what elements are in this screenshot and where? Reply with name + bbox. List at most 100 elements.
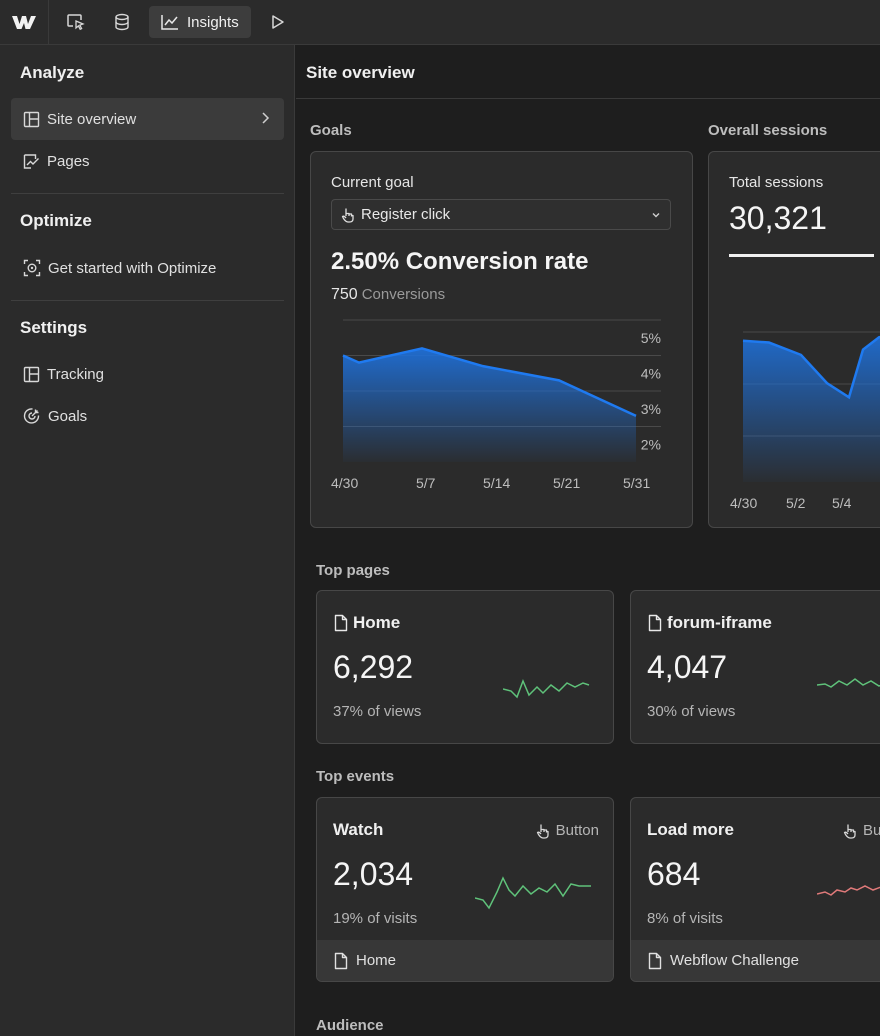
section-top-events-label: Top events <box>316 768 395 785</box>
top-page-title: Home <box>333 613 400 633</box>
total-sessions-value: 30,321 <box>729 200 827 236</box>
main-content: Site overview Goals Overall sessions Cur… <box>296 45 880 1036</box>
x-tick-label: 5/7 <box>416 475 436 491</box>
section-sessions-label: Overall sessions <box>708 122 828 139</box>
goal-target-icon <box>23 408 40 424</box>
sidebar-item-pages[interactable]: Pages <box>11 140 284 182</box>
conversions-value: 750 <box>331 286 358 303</box>
sidebar-divider <box>11 300 284 301</box>
event-card[interactable]: Load more Button 684 8% of visits Webflo… <box>630 797 880 982</box>
line-chart-icon <box>161 15 178 30</box>
chevron-right-icon <box>262 112 270 124</box>
y-tick-label: 3% <box>641 401 661 417</box>
event-count: 684 <box>647 856 701 892</box>
top-page-views: 6,292 <box>333 649 414 685</box>
top-page-name: Home <box>353 613 401 632</box>
conversions-label: Conversions <box>361 286 446 303</box>
sidebar-item-label: Tracking <box>47 365 104 383</box>
x-tick-label: 5/21 <box>553 475 580 491</box>
database-icon <box>115 13 129 31</box>
event-type-label: Button <box>555 822 599 839</box>
sparkline <box>475 876 591 910</box>
conversion-rate-chart: 5% 4% 3% 2% 4/30 5/7 5/14 5/21 5/31 <box>331 319 661 491</box>
event-page-footer[interactable]: Webflow Challenge <box>631 940 880 981</box>
select-cursor-button[interactable] <box>57 6 95 38</box>
goal-card: Current goal Register click 2.50% Conver… <box>310 151 693 528</box>
event-type-label: Button <box>863 822 880 839</box>
current-goal-label: Current goal <box>331 174 414 191</box>
preview-button[interactable] <box>259 6 297 38</box>
event-share: 19% of visits <box>333 910 418 927</box>
sessions-chart: 4/30 5/2 5/4 <box>730 331 880 511</box>
pointer-hand-icon <box>843 824 856 839</box>
event-title: Load more <box>647 820 734 839</box>
target-frame-icon <box>23 259 41 277</box>
page-icon <box>648 952 662 969</box>
event-card[interactable]: Watch Button 2,034 19% of visits Home <box>316 797 614 982</box>
sidebar: Analyze Site overview Pages Optimize Get… <box>0 45 295 1036</box>
section-audience-label: Audience <box>316 1017 384 1034</box>
x-tick-label: 5/31 <box>623 475 650 491</box>
goal-select-value: Register click <box>361 206 451 223</box>
sidebar-item-site-overview[interactable]: Site overview <box>11 98 284 140</box>
conversions-line: 750 Conversions <box>331 286 445 304</box>
sessions-tab-indicator <box>729 254 874 257</box>
sidebar-item-tracking[interactable]: Tracking <box>11 353 284 395</box>
sparkline <box>817 885 880 896</box>
sessions-area-fill <box>743 337 880 482</box>
play-icon <box>271 15 284 29</box>
top-page-card[interactable]: forum-iframe 4,047 30% of views <box>630 590 880 744</box>
cursor-select-icon <box>67 14 85 31</box>
pages-chart-icon <box>23 153 39 169</box>
x-tick-label: 4/30 <box>331 475 358 491</box>
top-page-name: forum-iframe <box>667 613 772 632</box>
sidebar-item-label: Get started with Optimize <box>48 259 217 277</box>
x-tick-label: 4/30 <box>730 495 757 511</box>
sidebar-heading-optimize: Optimize <box>20 211 92 230</box>
event-share: 8% of visits <box>647 910 723 927</box>
event-count: 2,034 <box>333 856 414 892</box>
tab-insights-label: Insights <box>187 13 239 31</box>
layout-icon <box>23 366 40 382</box>
sidebar-item-label: Pages <box>47 152 90 170</box>
tab-insights[interactable]: Insights <box>149 6 251 38</box>
sparkline <box>817 678 880 688</box>
webflow-logo-icon <box>12 16 36 29</box>
top-page-share: 30% of views <box>647 703 736 720</box>
page-title: Site overview <box>306 63 415 82</box>
webflow-logo[interactable] <box>0 0 49 45</box>
page-icon <box>334 952 348 969</box>
section-top-pages-label: Top pages <box>316 562 390 579</box>
top-page-share: 37% of views <box>333 703 422 720</box>
page-icon <box>334 614 348 632</box>
sidebar-item-get-started-optimize[interactable]: Get started with Optimize <box>11 247 284 289</box>
sessions-card: Total sessions 30,321 4/30 5/2 5/4 <box>708 151 880 528</box>
goal-select[interactable]: Register click <box>331 199 671 230</box>
sidebar-heading-settings: Settings <box>20 318 88 337</box>
sidebar-item-label: Site overview <box>47 110 137 128</box>
top-toolbar: Insights <box>0 0 880 45</box>
layout-icon <box>23 111 40 127</box>
event-page-name: Home <box>356 952 397 969</box>
sidebar-divider <box>11 193 284 194</box>
sparkline <box>503 678 590 699</box>
event-type: Button <box>843 822 880 839</box>
event-type: Button <box>536 822 599 839</box>
section-goals-label: Goals <box>310 122 352 139</box>
y-tick-label: 2% <box>641 436 661 452</box>
top-page-card[interactable]: Home 6,292 37% of views <box>316 590 614 744</box>
sidebar-item-goals[interactable]: Goals <box>11 395 284 437</box>
x-tick-label: 5/14 <box>483 475 510 491</box>
chevron-down-icon <box>652 213 660 218</box>
conversion-line <box>342 347 637 417</box>
conversion-rate: 2.50% Conversion rate <box>331 248 589 275</box>
cms-button[interactable] <box>103 6 141 38</box>
x-tick-label: 5/2 <box>786 495 806 511</box>
event-page-footer[interactable]: Home <box>317 940 613 981</box>
y-tick-label: 5% <box>641 330 661 346</box>
sidebar-item-label: Goals <box>48 407 88 425</box>
conversion-area-fill <box>343 348 636 462</box>
event-title: Watch <box>333 820 384 839</box>
event-page-name: Webflow Challenge <box>670 952 799 969</box>
top-page-views: 4,047 <box>647 649 728 685</box>
